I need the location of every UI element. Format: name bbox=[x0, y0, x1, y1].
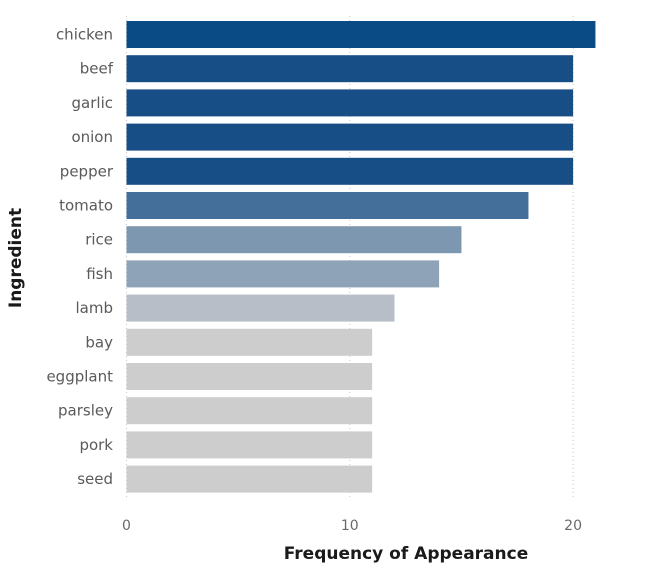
x-tick-label-10: 10 bbox=[341, 518, 359, 534]
category-label-garlic: garlic bbox=[72, 94, 113, 112]
bar-lamb bbox=[126, 294, 395, 322]
x-axis-title: Frequency of Appearance bbox=[284, 544, 528, 564]
bar-chicken bbox=[126, 21, 596, 48]
category-label-rice: rice bbox=[85, 231, 113, 249]
category-label-lamb: lamb bbox=[76, 299, 114, 317]
bar-pork bbox=[126, 431, 373, 459]
category-label-chicken: chicken bbox=[56, 26, 113, 44]
category-label-parsley: parsley bbox=[58, 402, 113, 420]
bar-onion bbox=[126, 123, 574, 151]
bars bbox=[126, 21, 596, 493]
category-label-eggplant: eggplant bbox=[46, 368, 113, 386]
bar-garlic bbox=[126, 89, 574, 117]
bar-parsley bbox=[126, 397, 373, 425]
x-tick-labels: 0 10 20 bbox=[122, 518, 582, 534]
gridlines bbox=[126, 16, 574, 500]
category-labels: chicken beef garlic onion pepper tomato rice fi… bbox=[46, 26, 113, 489]
y-axis-title: Ingredient bbox=[6, 208, 26, 308]
bar-pepper bbox=[126, 157, 574, 185]
category-label-seed: seed bbox=[77, 470, 113, 488]
category-label-pepper: pepper bbox=[60, 162, 114, 180]
bar-bay bbox=[126, 328, 373, 356]
bar-eggplant bbox=[126, 363, 373, 390]
x-tick-label-20: 20 bbox=[564, 518, 582, 534]
category-label-pork: pork bbox=[79, 436, 113, 454]
bar-tomato bbox=[126, 192, 529, 219]
category-label-fish: fish bbox=[86, 265, 113, 283]
bar-beef bbox=[126, 55, 574, 83]
category-label-tomato: tomato bbox=[59, 197, 113, 215]
bar-rice bbox=[126, 226, 462, 254]
bar-fish bbox=[126, 260, 440, 288]
bar-seed bbox=[126, 465, 373, 493]
category-label-beef: beef bbox=[80, 60, 114, 78]
category-label-bay: bay bbox=[85, 333, 113, 351]
category-label-onion: onion bbox=[71, 128, 113, 146]
x-tick-label-0: 0 bbox=[122, 518, 131, 534]
